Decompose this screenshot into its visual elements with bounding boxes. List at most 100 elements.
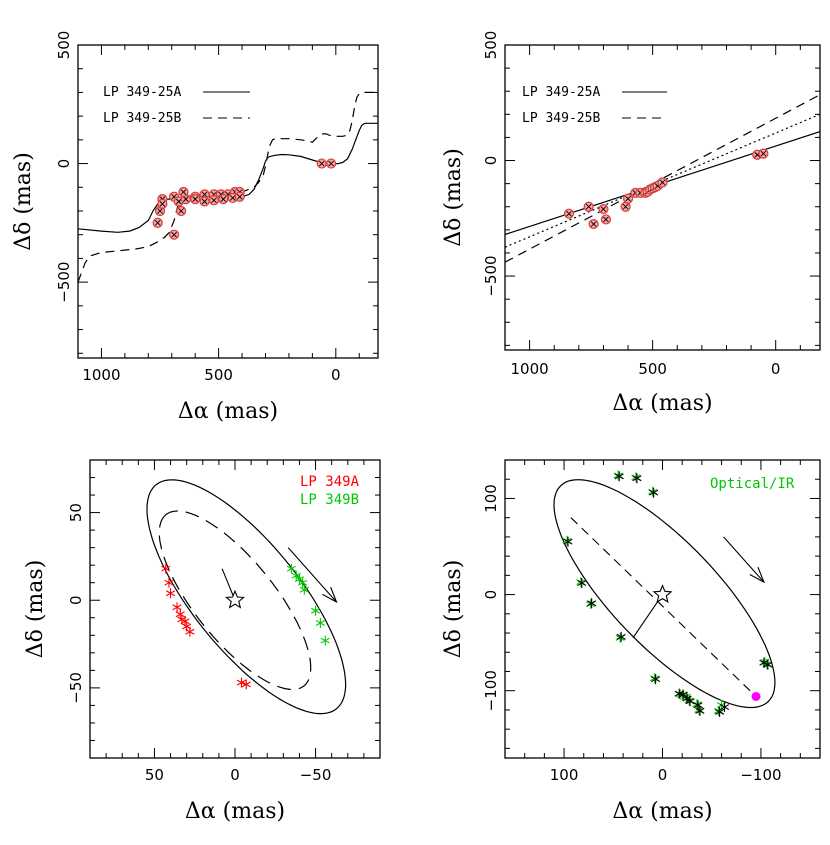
- data-point: [161, 563, 171, 574]
- observation-marker: [588, 218, 599, 230]
- line-of-nodes: [570, 517, 757, 697]
- plot-frame: [504, 44, 821, 351]
- observation-marker: [326, 158, 337, 169]
- center-star-icon: [652, 584, 673, 604]
- data-point: [577, 578, 587, 589]
- data-point: [614, 471, 624, 482]
- observation-marker: [600, 214, 611, 225]
- y-tick-label: 0: [55, 159, 73, 169]
- data-point: [320, 635, 330, 646]
- data-point: [315, 618, 325, 629]
- y-tick-label: 500: [482, 31, 500, 60]
- x-tick-label: −50: [300, 766, 332, 784]
- legend-label: LP 349-25A: [103, 85, 181, 100]
- data-point: [651, 674, 661, 685]
- data-point: [175, 609, 185, 620]
- plot-frame: [77, 44, 379, 359]
- data-point: [563, 536, 573, 547]
- observation-marker: [199, 196, 210, 207]
- y-tick-label: −100: [482, 670, 500, 711]
- x-tick-label: 1000: [82, 366, 120, 384]
- y-tick-label: −500: [482, 255, 500, 296]
- legend-label: LP 349-25A: [522, 85, 600, 100]
- observation-marker: [152, 217, 163, 228]
- panel-top-left-trajectories: 1000 500 0 500 0 −500 Δα (mas) Δδ (mas) LP 349-2…: [11, 31, 379, 424]
- data-point: [632, 473, 642, 484]
- observation-marker: [758, 148, 769, 159]
- legend-label: LP 349-25B: [103, 111, 181, 126]
- y-tick-label: 100: [482, 484, 500, 513]
- observation-marker: [190, 194, 201, 205]
- data-point: [719, 702, 730, 713]
- plot-area: [146, 479, 347, 715]
- x-tick-label: 100: [550, 766, 579, 784]
- observation-marker: [178, 186, 189, 198]
- x-axis-label: Δα (mas): [185, 799, 285, 824]
- series-line-solid: [78, 122, 378, 233]
- data-point: [286, 563, 296, 574]
- plot-frame: [504, 459, 821, 759]
- orbit-solid: [146, 479, 347, 715]
- data-point: [172, 602, 182, 613]
- orbit-dashed: [158, 510, 312, 691]
- y-axis-label: Δδ (mas): [441, 148, 466, 247]
- x-axis-label: Δα (mas): [178, 399, 278, 424]
- y-tick-label: 0: [482, 590, 500, 600]
- data-point: [678, 689, 688, 700]
- observation-marker: [316, 158, 327, 169]
- x-tick-label: −100: [740, 766, 781, 784]
- legend-label: LP 349A: [300, 474, 360, 490]
- series-line-dashed: [78, 91, 378, 283]
- data-point: [714, 706, 725, 717]
- direction-arrow-head: [749, 567, 765, 584]
- observation-marker: [657, 177, 668, 188]
- y-axis-label: Δδ (mas): [23, 560, 48, 659]
- x-tick-label: 500: [638, 360, 667, 378]
- y-tick-label: 500: [55, 31, 73, 60]
- data-point: [299, 584, 309, 595]
- y-tick-label: −50: [67, 672, 85, 704]
- y-axis-label: Δδ (mas): [441, 560, 466, 659]
- data-point: [236, 677, 247, 688]
- panel-top-right-linear-motion: 1000 500 0 500 0 −500 Δα (mas) Δδ (mas) LP 349-2…: [441, 31, 821, 416]
- panel-bottom-left-orbits: 50 0 −50 50 0 −50 Δα (mas) Δδ (mas) LP 349A LP 34…: [23, 459, 381, 824]
- data-point: [587, 598, 597, 609]
- x-tick-label: 1000: [511, 360, 549, 378]
- observation-marker: [598, 203, 609, 215]
- observation-marker: [157, 198, 168, 209]
- periastron-marker: [751, 691, 761, 701]
- x-tick-label: 0: [331, 366, 341, 384]
- data-point: [165, 588, 176, 599]
- data-point: [298, 577, 308, 588]
- legend-label: LP 349B: [300, 492, 359, 508]
- direction-arrow-head: [322, 586, 338, 604]
- x-tick-label: 0: [230, 766, 240, 784]
- observation-marker: [218, 194, 229, 205]
- data-point: [241, 679, 251, 690]
- center-star-icon: [225, 589, 245, 609]
- observation-marker: [622, 193, 634, 204]
- y-tick-label: 0: [67, 595, 85, 605]
- plot-area: [505, 94, 820, 263]
- x-tick-label: 500: [204, 366, 233, 384]
- x-axis-label: Δα (mas): [612, 391, 712, 416]
- x-tick-label: 0: [658, 766, 668, 784]
- observation-marker: [176, 205, 187, 217]
- observation-marker: [208, 195, 220, 206]
- x-tick-label: 50: [145, 766, 164, 784]
- x-axis-label: Δα (mas): [612, 799, 712, 824]
- data-point: [685, 696, 695, 707]
- observation-marker: [583, 201, 594, 212]
- y-tick-label: 0: [482, 156, 500, 166]
- y-tick-label: 50: [67, 503, 85, 522]
- data-point: [310, 605, 321, 616]
- observation-marker: [234, 191, 245, 202]
- y-tick-label: −500: [55, 262, 73, 303]
- panel-bottom-right-relative-orbit: 100 0 −100 100 0 −100 Δα (mas) Δδ (mas) Optical/…: [441, 459, 821, 824]
- plot-area: [553, 470, 776, 717]
- data-point: [616, 631, 626, 642]
- data-point: [649, 487, 659, 498]
- observation-marker: [168, 229, 180, 240]
- direction-arrow-shaft: [287, 547, 337, 603]
